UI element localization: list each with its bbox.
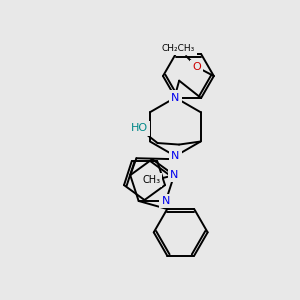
Text: N: N — [162, 196, 170, 206]
Text: N: N — [171, 93, 179, 103]
Text: CH₃: CH₃ — [142, 175, 160, 185]
Text: HO: HO — [130, 123, 148, 134]
Text: N: N — [171, 151, 179, 161]
Text: CH₂CH₃: CH₂CH₃ — [162, 44, 195, 53]
Text: O: O — [193, 62, 201, 72]
Text: N: N — [170, 170, 178, 180]
